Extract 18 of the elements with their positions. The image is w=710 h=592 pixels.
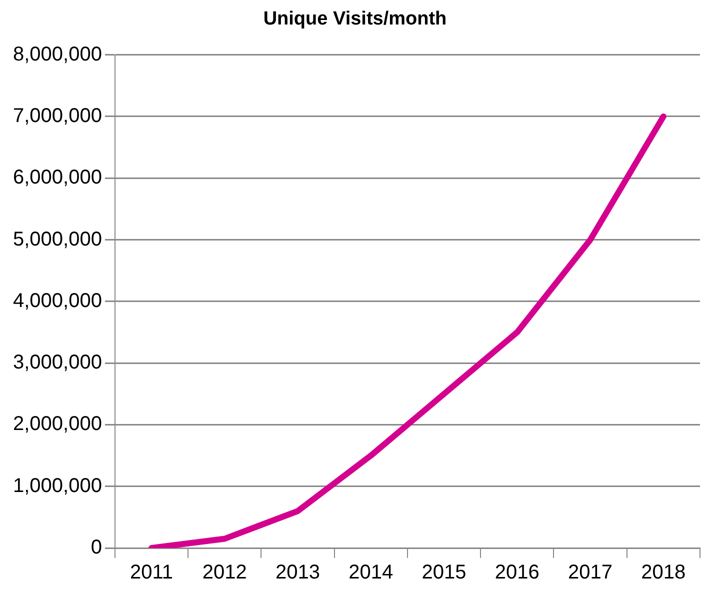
chart-title: Unique Visits/month	[263, 8, 447, 30]
y-tick-label: 4,000,000	[12, 290, 102, 312]
y-tick-label: 7,000,000	[12, 104, 102, 127]
x-tick-label: 2012	[202, 562, 247, 584]
y-tick-label: 6,000,000	[12, 166, 102, 189]
x-tick-label: 2013	[276, 562, 320, 584]
x-tick-label: 2018	[641, 562, 686, 584]
x-tick-label: 2017	[568, 562, 613, 584]
y-tick-label: 0	[90, 536, 102, 559]
y-tick-label: 1,000,000	[12, 474, 102, 497]
y-tick-label: 5,000,000	[12, 228, 102, 250]
y-tick-label: 2,000,000	[12, 413, 102, 436]
x-tick-label: 2015	[422, 562, 466, 584]
x-tick-label: 2016	[494, 562, 540, 584]
x-tick-label: 2011	[130, 562, 174, 584]
y-tick-label: 3,000,000	[12, 352, 102, 374]
y-tick-label: 8,000,000	[12, 43, 102, 66]
x-tick-label: 2014	[348, 562, 394, 584]
